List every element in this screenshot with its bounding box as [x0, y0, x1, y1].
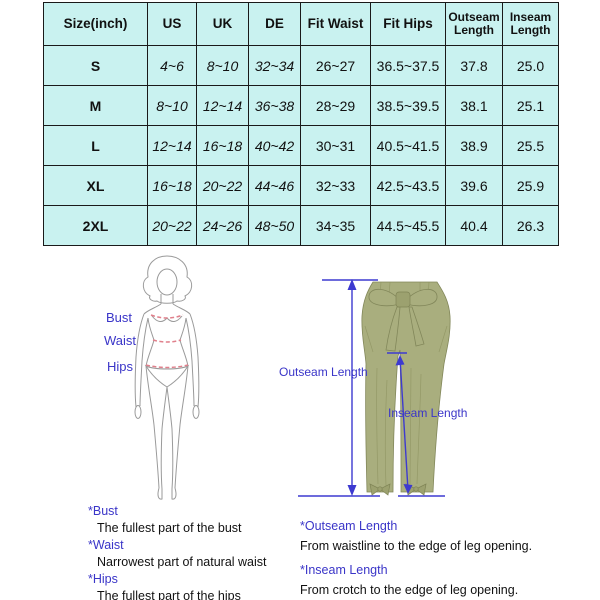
note-term: *Outseam Length [300, 519, 398, 533]
table-cell: 2XL [43, 205, 148, 246]
measure-line-icons [145, 314, 189, 369]
header-outseam-length: Outseam Length [445, 2, 503, 46]
table-cell: 44.5~45.5 [370, 205, 446, 246]
table-cell: XL [43, 165, 148, 206]
table-cell: 16~18 [196, 125, 249, 166]
table-cell: 44~46 [248, 165, 301, 206]
measurement-notes-right: *Outseam Length From waistline to the ed… [300, 516, 565, 600]
table-cell: 8~10 [196, 45, 249, 86]
table-header-row: Size(inch) US UK DE Fit Waist Fit Hips O… [43, 2, 559, 46]
size-table: Size(inch) US UK DE Fit Waist Fit Hips O… [43, 2, 559, 246]
outseam-length-label: Outseam Length [279, 365, 368, 379]
header-fit-waist: Fit Waist [300, 2, 371, 46]
table-cell: 28~29 [300, 85, 371, 126]
note-item: *Inseam Length From crotch to the edge o… [300, 560, 565, 600]
header-us: US [147, 2, 197, 46]
waist-label: Waist [104, 333, 137, 348]
header-uk: UK [196, 2, 249, 46]
table-cell: 38.5~39.5 [370, 85, 446, 126]
note-term: *Inseam Length [300, 563, 388, 577]
table-cell: 38.1 [445, 85, 503, 126]
table-row-m: M 8~10 12~14 36~38 28~29 38.5~39.5 38.1 … [43, 85, 559, 126]
table-cell: 26~27 [300, 45, 371, 86]
pants-measurement-figure-icon [298, 279, 451, 497]
table-cell: 25.0 [502, 45, 559, 86]
table-cell: 20~22 [147, 205, 197, 246]
table-cell: 37.8 [445, 45, 503, 86]
header-de: DE [248, 2, 301, 46]
table-cell: 25.5 [502, 125, 559, 166]
bust-label: Bust [106, 310, 133, 325]
table-cell: 32~33 [300, 165, 371, 206]
table-cell: M [43, 85, 148, 126]
table-cell: 8~10 [147, 85, 197, 126]
table-cell: 12~14 [196, 85, 249, 126]
table-cell: 48~50 [248, 205, 301, 246]
note-term: *Waist [88, 538, 124, 552]
table-cell: 26.3 [502, 205, 559, 246]
note-term: *Bust [88, 504, 118, 518]
table-row-2xl: 2XL 20~22 24~26 48~50 34~35 44.5~45.5 40… [43, 205, 559, 246]
hips-label: Hips [107, 359, 134, 374]
table-cell: 40~42 [248, 125, 301, 166]
measurement-notes-left: *Bust The fullest part of the bust *Wais… [88, 503, 298, 600]
table-cell: 20~22 [196, 165, 249, 206]
note-item: *Bust The fullest part of the bust [88, 503, 298, 537]
outseam-arrow-icon [298, 279, 445, 497]
table-cell: 32~34 [248, 45, 301, 86]
note-term: *Hips [88, 572, 118, 586]
inseam-length-label: Inseam Length [388, 406, 468, 420]
table-cell: 36.5~37.5 [370, 45, 446, 86]
note-item: *Waist Narrowest part of natural waist [88, 537, 298, 571]
table-cell: 12~14 [147, 125, 197, 166]
table-cell: 40.5~41.5 [370, 125, 446, 166]
table-cell: 4~6 [147, 45, 197, 86]
table-cell: 30~31 [300, 125, 371, 166]
note-item: *Outseam Length From waistline to the ed… [300, 516, 565, 556]
table-cell: L [43, 125, 148, 166]
note-definition: The fullest part of the hips [97, 589, 241, 600]
table-row-xl: XL 16~18 20~22 44~46 32~33 42.5~43.5 39.… [43, 165, 559, 206]
note-definition: From waistline to the edge of leg openin… [300, 539, 533, 553]
inseam-arrow-icon [387, 352, 413, 494]
note-definition: From crotch to the edge of leg opening. [300, 583, 519, 597]
table-cell: 34~35 [300, 205, 371, 246]
table-cell: 16~18 [147, 165, 197, 206]
header-inseam-length: Inseam Length [502, 2, 559, 46]
header-fit-hips: Fit Hips [370, 2, 446, 46]
table-cell: 24~26 [196, 205, 249, 246]
table-cell: 39.6 [445, 165, 503, 206]
table-row-l: L 12~14 16~18 40~42 30~31 40.5~41.5 38.9… [43, 125, 559, 166]
table-cell: 25.9 [502, 165, 559, 206]
note-item: *Hips The fullest part of the hips [88, 571, 298, 600]
header-size: Size(inch) [43, 2, 148, 46]
table-cell: 40.4 [445, 205, 503, 246]
table-cell: 42.5~43.5 [370, 165, 446, 206]
waist-bow-icon [368, 288, 438, 352]
note-definition: The fullest part of the bust [97, 521, 242, 535]
table-cell: S [43, 45, 148, 86]
table-cell: 38.9 [445, 125, 503, 166]
body-measurement-figure-icon [134, 255, 200, 500]
table-cell: 25.1 [502, 85, 559, 126]
note-definition: Narrowest part of natural waist [97, 555, 267, 569]
table-cell: 36~38 [248, 85, 301, 126]
table-row-s: S 4~6 8~10 32~34 26~27 36.5~37.5 37.8 25… [43, 45, 559, 86]
